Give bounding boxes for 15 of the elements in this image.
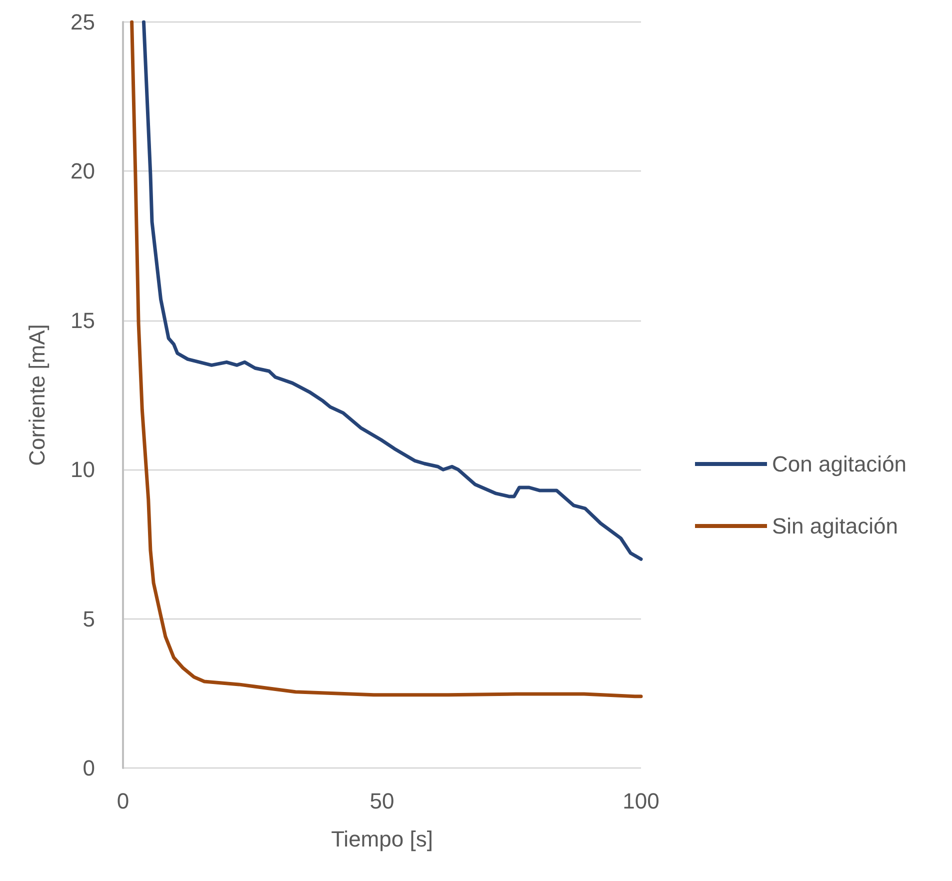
y-axis-title: Corriente [mA] <box>24 324 50 466</box>
y-tick-label: 5 <box>82 606 95 632</box>
x-axis-title: Tiempo [s] <box>331 826 433 852</box>
y-tick-label: 25 <box>70 10 95 34</box>
line-series <box>130 20 643 698</box>
y-tick-label: 15 <box>70 308 95 333</box>
y-tick-label: 20 <box>70 158 95 184</box>
legend-label: Con agitación <box>772 452 907 476</box>
line-series <box>142 20 643 561</box>
x-tick-label: 50 <box>370 788 394 814</box>
x-tick-label: 100 <box>622 788 660 814</box>
y-tick-label: 0 <box>82 756 95 780</box>
legend-label: Sin agitación <box>772 514 898 538</box>
x-tick-label: 0 <box>116 788 130 814</box>
y-tick-label: 10 <box>70 457 95 482</box>
